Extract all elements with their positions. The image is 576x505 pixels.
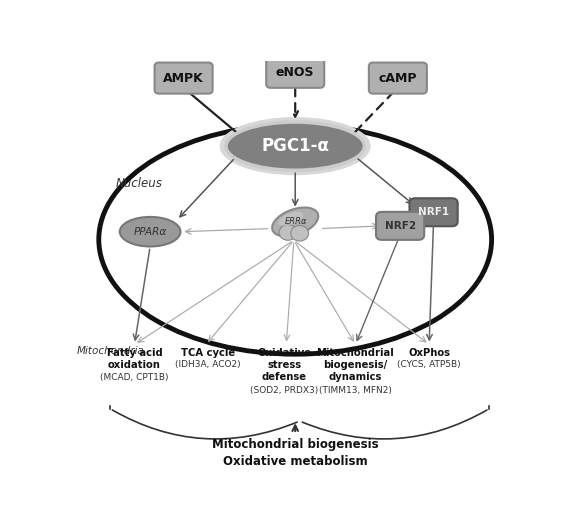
Text: Nucleus: Nucleus: [116, 177, 162, 190]
FancyBboxPatch shape: [369, 63, 427, 93]
Ellipse shape: [226, 122, 365, 170]
Text: AMPK: AMPK: [163, 72, 204, 85]
Ellipse shape: [272, 208, 319, 236]
Text: PPARα: PPARα: [134, 227, 166, 237]
Ellipse shape: [99, 125, 491, 354]
FancyBboxPatch shape: [376, 212, 424, 240]
Text: (MCAD, CPT1B): (MCAD, CPT1B): [100, 373, 169, 382]
Text: OxPhos: OxPhos: [408, 347, 450, 358]
Text: NRF1: NRF1: [418, 207, 449, 217]
Text: PGC1-α: PGC1-α: [262, 137, 329, 155]
Text: (TIMM13, MFN2): (TIMM13, MFN2): [319, 386, 392, 395]
FancyBboxPatch shape: [154, 63, 213, 93]
Text: (IDH3A, ACO2): (IDH3A, ACO2): [175, 361, 241, 369]
Text: (SOD2, PRDX3): (SOD2, PRDX3): [251, 386, 319, 395]
Text: Oxidative
stress
defense: Oxidative stress defense: [257, 347, 312, 382]
Text: cAMP: cAMP: [378, 72, 417, 85]
Text: Fatty acid
oxidation: Fatty acid oxidation: [107, 347, 162, 370]
Text: Mitochondrial biogenesis
Oxidative metabolism: Mitochondrial biogenesis Oxidative metab…: [212, 438, 378, 468]
FancyBboxPatch shape: [410, 198, 458, 226]
Ellipse shape: [278, 212, 304, 226]
FancyBboxPatch shape: [266, 57, 324, 88]
Circle shape: [279, 225, 297, 240]
Text: TCA cycle: TCA cycle: [181, 347, 235, 358]
Text: Mitochondrial
biogenesis/
dynamics: Mitochondrial biogenesis/ dynamics: [317, 347, 395, 382]
Text: ERRα: ERRα: [285, 217, 308, 226]
Ellipse shape: [221, 118, 370, 175]
Circle shape: [291, 225, 309, 241]
Text: eNOS: eNOS: [276, 66, 314, 79]
Text: NRF2: NRF2: [385, 221, 416, 231]
Text: (CYCS, ATP5B): (CYCS, ATP5B): [397, 361, 461, 369]
Ellipse shape: [120, 217, 180, 246]
Text: Mitochondria: Mitochondria: [77, 346, 145, 356]
